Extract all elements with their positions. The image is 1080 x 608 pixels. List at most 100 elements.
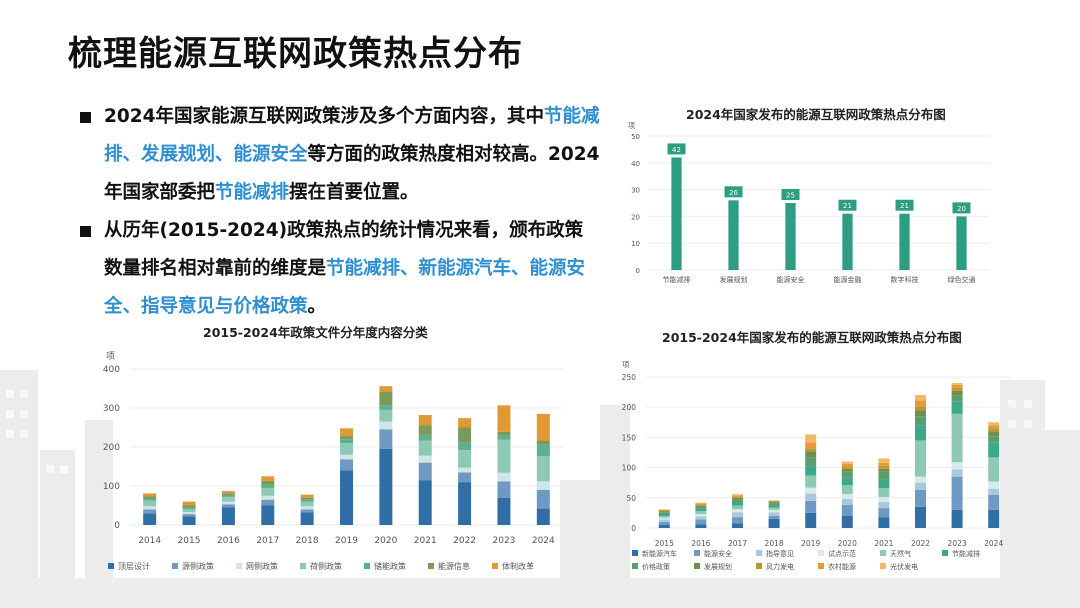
bar-segment-能源安全-2023: [951, 476, 963, 510]
bar-segment-指导意见-2018: [768, 512, 780, 516]
bar-segment-源侧政策-2024: [536, 489, 550, 509]
bar-segment-指导意见-2022: [915, 482, 926, 490]
bar-segment-发展规划-2021: [878, 468, 890, 472]
bar-segment-网侧政策-2022: [458, 467, 472, 473]
bar-segment-新能源汽车-2016: [695, 524, 707, 528]
bar-segment-农村能源-2019: [805, 442, 817, 449]
bar-segment-新能源汽车-2017: [732, 523, 743, 528]
data-label: 21: [843, 202, 852, 210]
bar-segment-储能政策-2014: [143, 498, 157, 501]
bar-segment-荷侧政策-2014: [143, 500, 157, 507]
y-tick-label: 0: [114, 521, 120, 531]
data-label: 21: [900, 202, 909, 210]
bar-segment-储能政策-2021: [418, 434, 432, 441]
bar-segment-价格政策-2021: [878, 471, 890, 480]
bar-segment-储能政策-2023: [497, 435, 511, 440]
bar-segment-节能减排-2020: [841, 477, 853, 486]
x-tick-label: 2021: [874, 539, 893, 548]
bar-segment-风力发电-2018: [768, 501, 780, 503]
bar-segment-节能减排-2022: [915, 425, 926, 441]
data-label-box: [667, 143, 686, 155]
bar-segment-储能政策-2022: [458, 442, 472, 451]
legend-swatch-光伏发电: [880, 563, 886, 569]
bullet-square-icon: [80, 226, 91, 237]
legend-swatch-价格政策: [632, 563, 638, 569]
bar-segment-价格政策-2022: [915, 416, 926, 426]
bar-segment-储能政策-2019: [340, 439, 353, 444]
bar-segment-顶层设计-2022: [458, 482, 472, 525]
bar-segment-储能政策-2016: [221, 494, 235, 497]
legend-label: 试点示范: [828, 549, 856, 558]
bar-segment-光伏发电-2023: [951, 383, 963, 385]
data-label-box: [838, 199, 857, 211]
legend-label: 光伏发电: [890, 562, 918, 571]
bar-segment-农村能源-2023: [951, 384, 963, 388]
bar-segment-发展规划-2024: [988, 431, 1000, 437]
y-axis-unit-label: 项: [628, 122, 635, 130]
legend-label: 新能源汽车: [642, 549, 677, 558]
bar-segment-新能源汽车-2022: [915, 506, 926, 528]
bar-segment-储能政策-2020: [379, 405, 393, 410]
bullet-text-2-part-1: 节能减排、新能源汽车、能源安全、指导意见与价格政策: [104, 258, 586, 317]
legend-swatch-农村能源: [818, 563, 824, 569]
bar-segment-网侧政策-2021: [418, 455, 432, 463]
legend-swatch-节能减排: [942, 550, 948, 556]
bar-发展规划: [728, 200, 739, 270]
bar-segment-发展规划-2022: [915, 410, 926, 417]
bar-segment-天然气-2017: [732, 505, 743, 510]
bar-segment-价格政策-2017: [732, 499, 743, 503]
bar-segment-新能源汽车-2015: [658, 524, 670, 528]
bar-segment-网侧政策-2016: [221, 501, 235, 505]
bar-segment-发展规划-2023: [951, 390, 963, 396]
x-tick-label: 2016: [691, 539, 710, 548]
bar-segment-发展规划-2020: [841, 468, 853, 472]
legend-swatch-发展规划: [694, 563, 700, 569]
bar-segment-天然气-2019: [805, 475, 817, 488]
legend-swatch-能源安全: [694, 550, 700, 556]
legend-swatch-顶层设计: [108, 563, 114, 569]
bar-segment-体制改革-2023: [497, 405, 511, 432]
bar-segment-风力发电-2016: [695, 504, 707, 506]
bar-segment-荷侧政策-2017: [261, 487, 275, 496]
y-tick-label: 30: [631, 187, 640, 195]
bar-segment-顶层设计-2021: [418, 480, 432, 525]
bar-segment-能源安全-2016: [695, 519, 707, 525]
data-label: 42: [672, 146, 681, 154]
bar-segment-农村能源-2020: [841, 463, 853, 467]
bar-segment-指导意见-2015: [658, 519, 670, 522]
bullet-text-1-part-2: 等方面的政策热度相对较高。2024 年国家部委把: [104, 144, 600, 203]
bullet-text-1-part-0: 2024年国家能源互联网政策涉及多个方面内容，其中: [104, 106, 544, 127]
y-tick-label: 50: [626, 494, 636, 503]
bar-segment-网侧政策-2014: [143, 506, 157, 510]
bar-segment-源侧政策-2023: [497, 481, 511, 498]
chart-content: 项 0 100 200 300 400 2014 2015 2016 2017 2018 2019 20…: [103, 351, 563, 571]
legend-label: 顶层设计: [118, 561, 150, 571]
bar-segment-能源安全-2017: [732, 517, 743, 524]
bar-segment-能源信息-2021: [418, 425, 432, 435]
bar-数字科技: [899, 213, 910, 270]
chart-2024: 项 0 10 20 30 40 50 42 节能减排 26 发展规划 25 能源安全 21 能源金融 21 数字…: [628, 122, 990, 284]
bar-segment-储能政策-2015: [182, 507, 196, 510]
bar-segment-能源信息-2016: [221, 493, 235, 495]
bar-segment-节能减排-2023: [951, 401, 963, 414]
bar-segment-试点示范-2017: [732, 509, 743, 513]
bar-segment-光伏发电-2018: [768, 500, 780, 501]
bar-segment-价格政策-2024: [988, 436, 1000, 443]
bar-segment-源侧政策-2018: [300, 509, 314, 513]
bar-segment-试点示范-2020: [841, 494, 853, 500]
data-label-box: [952, 202, 971, 214]
bar-segment-新能源汽车-2020: [841, 515, 853, 528]
bar-segment-能源安全-2019: [805, 500, 817, 513]
bar-segment-体制改革-2019: [340, 428, 353, 437]
bar-segment-能源信息-2019: [340, 436, 353, 440]
y-tick-label: 150: [622, 433, 637, 442]
bar-segment-新能源汽车-2018: [768, 518, 780, 528]
x-tick-label: 发展规划: [720, 275, 748, 284]
x-tick-label: 2024: [984, 539, 1003, 548]
x-tick-label: 数字科技: [891, 275, 919, 284]
bar-segment-价格政策-2015: [658, 512, 670, 514]
bar-segment-体制改革-2021: [418, 415, 432, 426]
bar-segment-发展规划-2018: [768, 502, 780, 504]
legend-swatch-能源信息: [428, 563, 434, 569]
bar-segment-价格政策-2020: [841, 471, 853, 478]
